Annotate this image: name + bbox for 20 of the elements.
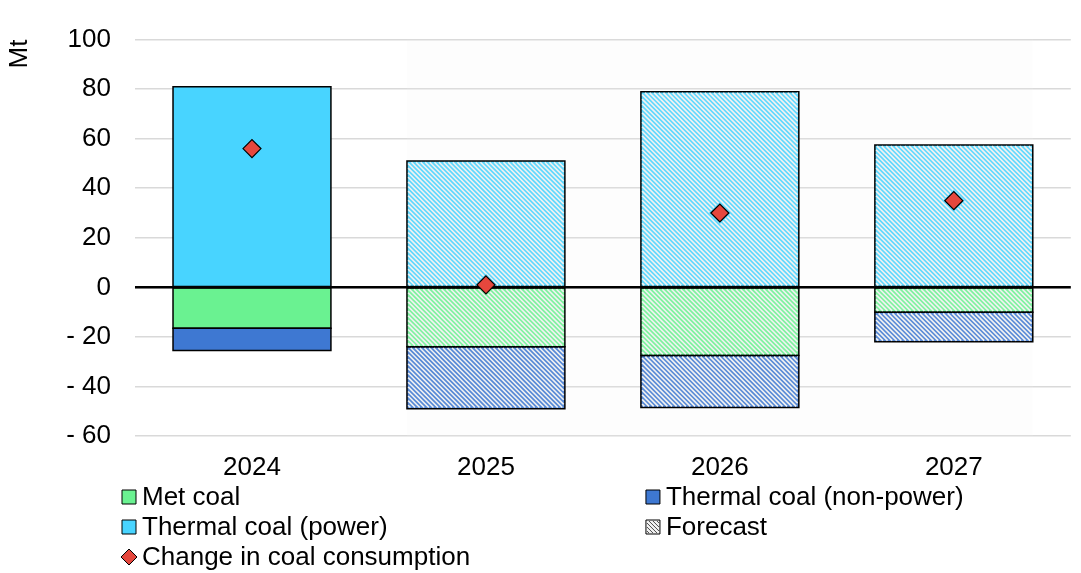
legend-label: Thermal coal (power) (142, 511, 388, 542)
point (242, 139, 262, 159)
y-tick-label: 0 (96, 270, 111, 301)
y-tick-label: - 60 (66, 419, 111, 450)
x-tick-label: 2025 (457, 450, 515, 481)
legend-label: Forecast (665, 511, 768, 542)
y-tick-label: 60 (82, 121, 111, 152)
x-tick-label: 2027 (924, 450, 983, 481)
y-tick-label: 40 (82, 171, 111, 202)
legend-label: Met coal (142, 481, 241, 512)
legend-label: Change in coal consumption (142, 541, 471, 572)
y-axis-title: Mt (2, 38, 33, 69)
y-tick-label: 20 (82, 220, 111, 251)
y-tick-label: - 40 (66, 369, 111, 400)
y-tick-label: 80 (82, 72, 111, 103)
y-tick-label: 100 (67, 22, 111, 53)
x-tick-label: 2024 (223, 450, 281, 481)
legend-label: Thermal coal (non-power) (665, 481, 964, 512)
x-tick-label: 2026 (690, 450, 749, 481)
y-tick-label: - 20 (66, 320, 111, 351)
